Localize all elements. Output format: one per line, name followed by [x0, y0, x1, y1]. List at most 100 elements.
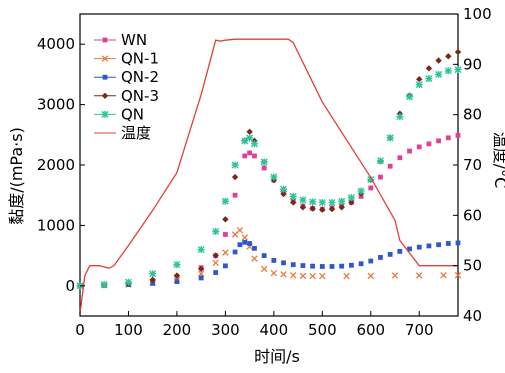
y-left-tick-label: 3000 [37, 96, 75, 114]
legend-label: QN [121, 105, 144, 123]
data-point [454, 271, 462, 279]
series-4 [76, 66, 462, 290]
data-point [299, 196, 307, 204]
data-point [426, 243, 432, 249]
data-point [445, 53, 452, 60]
data-point [213, 270, 219, 275]
data-point [347, 194, 355, 202]
data-point [261, 253, 267, 258]
data-point [289, 192, 297, 200]
legend-label: QN-1 [121, 50, 159, 68]
data-point [250, 140, 258, 148]
x-tick-label: 100 [114, 321, 143, 339]
data-point [241, 234, 249, 241]
data-point [328, 205, 336, 213]
data-point [124, 278, 132, 286]
legend-marker [101, 92, 109, 99]
data-point [407, 246, 412, 252]
data-point [222, 249, 229, 256]
data-point [391, 272, 399, 279]
data-point [368, 258, 374, 264]
data-point [100, 281, 108, 289]
legend-marker [102, 74, 108, 80]
data-point [319, 206, 326, 213]
data-point [222, 232, 228, 237]
data-point [397, 155, 403, 161]
data-point [416, 76, 423, 83]
data-point [348, 199, 355, 206]
data-point [328, 198, 336, 206]
data-point [386, 134, 394, 142]
data-point [397, 248, 403, 254]
x-tick-label: 0 [75, 321, 85, 339]
y-right-tick-label: 50 [463, 257, 482, 275]
y-left-tick-label: 4000 [37, 35, 75, 53]
data-point [378, 174, 383, 180]
data-point [455, 240, 461, 246]
series-2 [77, 239, 461, 289]
data-point [241, 137, 249, 145]
data-point [261, 165, 267, 171]
y-right-tick-label: 90 [463, 55, 482, 73]
data-point [290, 199, 297, 206]
y-axis-label-right: 温度/°C [491, 132, 505, 189]
legend-marker [101, 55, 109, 62]
data-point [260, 158, 268, 166]
data-point [270, 269, 278, 277]
data-point [368, 185, 374, 191]
y-axis-label-left: 黏度/(mPa·s) [7, 127, 26, 225]
data-point [281, 260, 286, 266]
y-left-tick-label: 0 [65, 277, 75, 295]
data-point [425, 75, 433, 83]
y-left-tick-label: 2000 [37, 156, 75, 174]
data-point [415, 272, 423, 279]
data-point [242, 239, 248, 245]
data-point [150, 280, 156, 286]
data-point [197, 265, 205, 273]
data-point [232, 249, 238, 255]
data-point [271, 258, 277, 263]
data-point [435, 57, 442, 64]
data-point [222, 263, 228, 269]
data-point [319, 264, 325, 269]
data-point [357, 187, 365, 195]
data-point [416, 144, 422, 150]
data-point [329, 264, 335, 269]
data-point [309, 272, 316, 280]
legend-label: QN-2 [121, 68, 159, 86]
data-point [300, 263, 306, 268]
data-point [299, 204, 307, 211]
data-point [149, 276, 156, 283]
legend-label: QN-3 [121, 87, 159, 105]
temperature-line [79, 38, 458, 314]
data-point [242, 153, 248, 159]
x-tick-label: 400 [260, 321, 289, 339]
data-point [149, 270, 157, 278]
data-point [231, 173, 239, 181]
data-point [252, 245, 257, 251]
data-point [222, 216, 229, 223]
y-right-tick-label: 40 [463, 307, 482, 325]
x-axis-label: 时间/s [254, 347, 300, 366]
data-point [339, 263, 345, 269]
data-point [387, 163, 393, 169]
y-right-tick-label: 100 [463, 5, 492, 23]
data-point [247, 150, 253, 156]
data-point [445, 135, 451, 141]
data-point [416, 244, 422, 250]
data-point [197, 246, 205, 254]
data-point [436, 138, 442, 144]
data-point [367, 272, 375, 280]
x-tick-label: 300 [211, 321, 240, 339]
data-point [173, 272, 181, 279]
data-point [280, 185, 288, 193]
legend-marker [101, 110, 109, 118]
data-point [445, 241, 451, 246]
data-point [415, 81, 423, 89]
data-point [252, 153, 257, 159]
data-point [251, 255, 258, 262]
data-point [246, 134, 254, 142]
series-5 [79, 38, 458, 314]
data-point [198, 275, 204, 281]
